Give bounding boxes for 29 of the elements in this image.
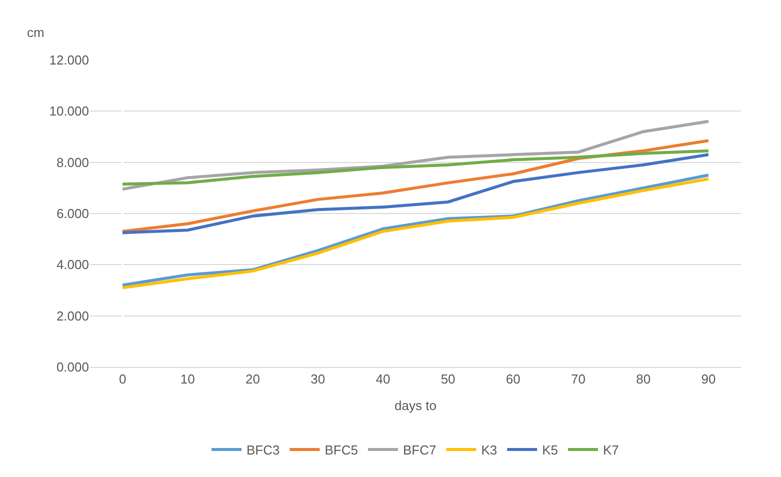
y-tick-label: 8.000 (56, 154, 89, 170)
x-tick-label: 50 (440, 372, 456, 387)
x-tick-label: 30 (310, 372, 326, 387)
x-tick-label: 70 (571, 372, 586, 387)
y-tick-label: 6.000 (56, 206, 89, 222)
x-tick-label: 60 (506, 372, 520, 387)
legend-label: K3 (481, 442, 498, 458)
x-tick-label: 90 (701, 372, 716, 387)
x-tick-label: 0 (118, 372, 126, 387)
y-axis-title: cm (27, 25, 44, 40)
legend-label: BFC5 (324, 442, 358, 458)
line-series (121, 153, 710, 234)
line-series (121, 149, 710, 186)
legend-label: BFC3 (246, 442, 280, 458)
legend-label: K5 (542, 442, 558, 458)
x-tick-label: 10 (180, 372, 195, 387)
line-series (121, 139, 710, 233)
x-tick-label: 80 (636, 372, 651, 387)
line-series (121, 120, 710, 191)
x-tick-label: 20 (246, 372, 260, 387)
y-tick-label: 12.000 (49, 52, 89, 68)
legend-label: K7 (603, 442, 619, 458)
y-tick-label: 0.000 (56, 360, 89, 375)
y-tick-label: 2.000 (56, 308, 89, 324)
legend-label: BFC7 (402, 442, 436, 458)
y-tick-label: 10.000 (49, 104, 89, 119)
x-axis-title: days to (394, 398, 436, 414)
x-tick-label: 40 (376, 372, 390, 387)
y-tick-label: 4.000 (56, 257, 89, 272)
